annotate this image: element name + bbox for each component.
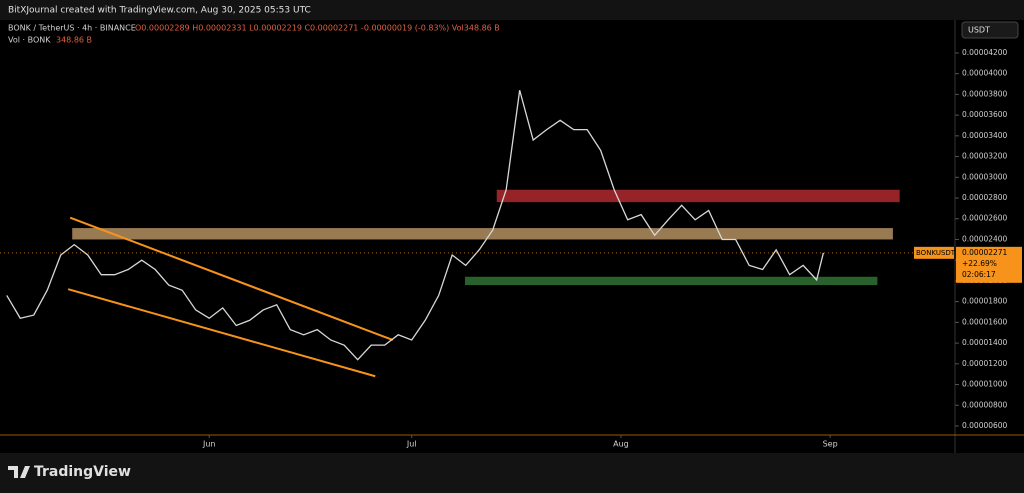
x-tick-label: Aug [613,440,629,449]
y-tick-label: 0.00003200 [962,152,1008,161]
price-tag-label: 0.00002271 [962,248,1008,257]
credit: BitXJournal created with TradingView.com… [8,6,311,16]
symbol-tag [914,246,954,259]
y-tick-label: 0.00000600 [962,421,1008,430]
currency-box[interactable] [961,21,1019,39]
trendline [67,288,376,378]
logo: TradingView [8,464,131,480]
volume-label: Vol · BONK [8,36,51,45]
logo-mark [8,466,30,478]
price-change: +22.69% [962,259,997,268]
trendline [69,216,394,341]
y-tick-label: 0.00002400 [962,234,1008,243]
y-tick-label: 0.00004200 [962,48,1008,57]
y-tick-label: 0.00002600 [962,214,1008,223]
y-tick-label: 0.00001000 [962,380,1008,389]
y-tick-label: 0.00002800 [962,193,1008,202]
symbol-tag-label: BONKUSDT [916,249,956,257]
y-tick-label: 0.00003800 [962,89,1008,98]
currency[interactable]: USDT [968,26,990,35]
y-tick-label: 0.00000800 [962,400,1008,409]
x-tick-label: Sep [823,440,838,449]
volume-value: 348.86 B [56,36,92,45]
zone [72,228,893,240]
zone [465,276,878,286]
y-tick-label: 0.00003000 [962,172,1008,181]
y-tick-label: 0.00003600 [962,110,1008,119]
y-tick-label: 0.00001200 [962,359,1008,368]
x-tick-label: Jul [406,440,417,449]
y-tick-label: 0.00001600 [962,317,1008,326]
y-tick-label: 0.00003400 [962,131,1008,140]
symbol: BONK / TetherUS · 4h · BINANCE [8,24,136,33]
y-tick-label: 0.00004000 [962,69,1008,78]
countdown: 02:06:17 [962,270,996,279]
price-line [6,90,825,361]
y-tick-label: 0.00001400 [962,338,1008,347]
y-tick-label: 0.00001800 [962,297,1008,306]
x-tick-label: Jun [202,440,216,449]
zone [496,189,900,203]
ohlc: O0.00002289 H0.00002331 L0.00002219 C0.0… [135,24,500,33]
brand: TradingView [34,464,131,480]
price-tag [956,246,1022,283]
